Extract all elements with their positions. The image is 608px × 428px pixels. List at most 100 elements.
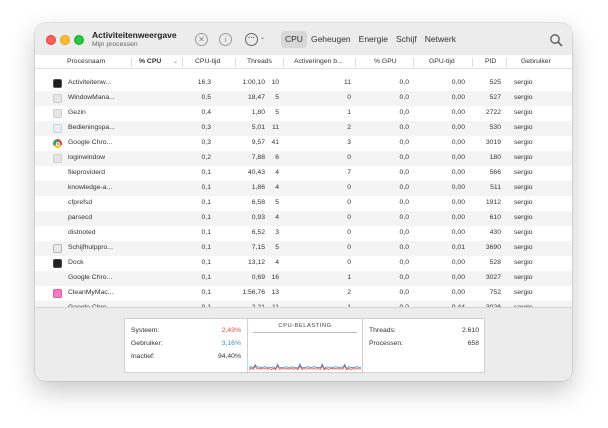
column-header-gpu-tijd[interactable]: GPU-tijd [429, 58, 455, 65]
info-circle-icon[interactable]: i [219, 33, 232, 46]
threads-label: Threads: [369, 327, 396, 334]
category-tabs: CPU Geheugen Energie Schijf Netwerk [281, 30, 460, 48]
table-row[interactable]: Activiteitenw... 16,3 1:00,10 10 11 0,0 0,00 52… [35, 76, 572, 91]
threads-cell: 4 [275, 214, 279, 221]
table-row[interactable]: Gezin 0,4 1,80 5 1 0,0 0,00 2722 sergio [35, 106, 572, 121]
pid-cell: 530 [489, 124, 501, 131]
cpu-time-cell: 6,52 [251, 229, 265, 236]
gpu-time-cell: 0,00 [451, 229, 465, 236]
table-row[interactable]: Google Chro... 0,1 0,69 16 1 0,0 0,00 3027 sergi… [35, 271, 572, 286]
user-cell: sergio [514, 184, 533, 191]
cpu-time-cell: 0,93 [251, 214, 265, 221]
table-row[interactable]: parsecd 0,1 0,93 4 0 0,0 0,00 610 sergio [35, 211, 572, 226]
zoom-window-button[interactable] [74, 35, 84, 45]
column-header-gebruiker[interactable]: Gebruiker [521, 58, 551, 65]
user-cell: sergio [514, 244, 533, 251]
xmark-circle-icon[interactable]: ✕ [195, 33, 208, 46]
threads-value: 2.610 [461, 327, 479, 334]
tab-cpu[interactable]: CPU [281, 30, 307, 48]
gpu-percent-cell: 0,0 [399, 154, 409, 161]
user-cell: sergio [514, 199, 533, 206]
process-name-cell: distnoted [68, 229, 96, 236]
tab-netwerk[interactable]: Netwerk [424, 33, 456, 44]
column-header-procesnaam[interactable]: Procesnaam [67, 58, 106, 65]
gpu-time-cell: 0,00 [451, 184, 465, 191]
cpu-percent-cell: 0,3 [201, 139, 211, 146]
cpu-time-cell: 1,80 [251, 109, 265, 116]
table-row[interactable]: Bedieningspa... 0,3 5,01 11 2 0,0 0,00 530 sergi… [35, 121, 572, 136]
tab-geheugen[interactable]: Geheugen [310, 33, 351, 44]
table-row[interactable]: WindowMana... 0,5 18,47 5 0 0,0 0,00 527 sergio [35, 91, 572, 106]
table-row[interactable]: distnoted 0,1 6,52 3 0 0,0 0,00 430 sergio [35, 226, 572, 241]
threads-cell: 10 [271, 79, 279, 86]
column-header-gpu[interactable]: % GPU [374, 58, 397, 65]
table-row[interactable]: fileproviderd 0,1 40,43 4 7 0,0 0,00 566 sergio [35, 166, 572, 181]
column-header-activeringen[interactable]: Activeringen b... [294, 58, 343, 65]
table-row[interactable]: cfprefsd 0,1 6,58 5 0 0,0 0,00 1912 sergio [35, 196, 572, 211]
column-header-cpu-tijd[interactable]: CPU-tijd [195, 58, 221, 65]
cpu-load-graph [249, 362, 361, 371]
cpu-time-cell: 7,15 [251, 244, 265, 251]
tab-energie[interactable]: Energie [358, 33, 388, 44]
wakeups-cell: 0 [347, 259, 351, 266]
table-row[interactable]: loginwindow 0,2 7,88 6 0 0,0 0,00 180 sergio [35, 151, 572, 166]
gpu-percent-cell: 0,0 [399, 289, 409, 296]
cpu-percent-cell: 0,1 [201, 199, 211, 206]
cpu-load-title: CPU-BELASTING [278, 323, 332, 329]
gpu-time-cell: 0,00 [451, 289, 465, 296]
process-name-cell: CleanMyMac... [68, 289, 114, 296]
close-window-button[interactable] [46, 35, 56, 45]
ellipsis-circle-icon[interactable]: ··· [245, 33, 258, 46]
table-row[interactable]: CleanMyMac... 0,1 1:56,76 13 2 0,0 0,00 752 serg… [35, 286, 572, 301]
pid-cell: 3027 [485, 274, 501, 281]
process-name-cell: fileproviderd [68, 169, 106, 176]
wakeups-cell: 0 [347, 214, 351, 221]
cpu-percent-cell: 0,2 [201, 154, 211, 161]
table-row[interactable]: knowledge-a... 0,1 1,86 4 0 0,0 0,00 511 sergio [35, 181, 572, 196]
wakeups-cell: 2 [347, 289, 351, 296]
process-name-cell: Google Chro... [68, 274, 113, 281]
table-header: Procesnaam % CPU ⌄ CPU-tijd Threads Acti… [35, 55, 572, 69]
gpu-percent-cell: 0,0 [399, 169, 409, 176]
magnifying-glass-icon[interactable] [549, 33, 563, 47]
column-header-threads[interactable]: Threads [247, 58, 272, 65]
cpu-percent-cell: 0,4 [201, 109, 211, 116]
gpu-percent-cell: 0,0 [399, 274, 409, 281]
gpu-time-cell: 0,00 [451, 274, 465, 281]
column-header-cpu[interactable]: % CPU [139, 58, 162, 65]
cpu-percent-cell: 0,5 [201, 94, 211, 101]
system-load-line [249, 365, 361, 371]
user-cell: sergio [514, 79, 533, 86]
gpu-percent-cell: 0,0 [399, 244, 409, 251]
pid-cell: 527 [489, 94, 501, 101]
cpu-time-cell: 0,69 [251, 274, 265, 281]
processes-label: Processen: [369, 340, 404, 347]
user-cell: sergio [514, 229, 533, 236]
minimize-window-button[interactable] [60, 35, 70, 45]
dock-icon [53, 259, 62, 268]
gpu-time-cell: 0,00 [451, 109, 465, 116]
gpu-time-cell: 0,00 [451, 154, 465, 161]
process-name-cell: knowledge-a... [68, 184, 113, 191]
cpu-percent-cell: 0,1 [201, 289, 211, 296]
table-row[interactable]: Dock 0,1 13,12 4 0 0,0 0,00 528 sergio [35, 256, 572, 271]
column-header-pid[interactable]: PID [485, 58, 497, 65]
gpu-time-cell: 0,00 [451, 214, 465, 221]
threads-cell: 5 [275, 94, 279, 101]
gpu-percent-cell: 0,0 [399, 229, 409, 236]
cpu-time-cell: 40,43 [247, 169, 265, 176]
chevron-down-icon[interactable]: ⌄ [260, 35, 266, 41]
disk-utility-icon [53, 244, 62, 253]
gpu-time-cell: 0,00 [451, 79, 465, 86]
user-cell: sergio [514, 154, 533, 161]
gpu-time-cell: 0,00 [451, 124, 465, 131]
sort-descending-icon: ⌄ [173, 59, 179, 65]
table-row[interactable]: Schijfhulppro... 0,1 7,15 5 0 0,0 0,01 3690 serg… [35, 241, 572, 256]
tab-schijf[interactable]: Schijf [395, 33, 417, 44]
gpu-percent-cell: 0,0 [399, 109, 409, 116]
process-table: Activiteitenw... 16,3 1:00,10 10 11 0,0 0,00 52… [35, 76, 572, 312]
pid-cell: 1912 [485, 199, 501, 206]
table-row[interactable]: Google Chro... 0,3 9,57 41 3 0,0 0,00 3019 sergi… [35, 136, 572, 151]
threads-cell: 5 [275, 199, 279, 206]
cpu-time-cell: 18,47 [247, 94, 265, 101]
